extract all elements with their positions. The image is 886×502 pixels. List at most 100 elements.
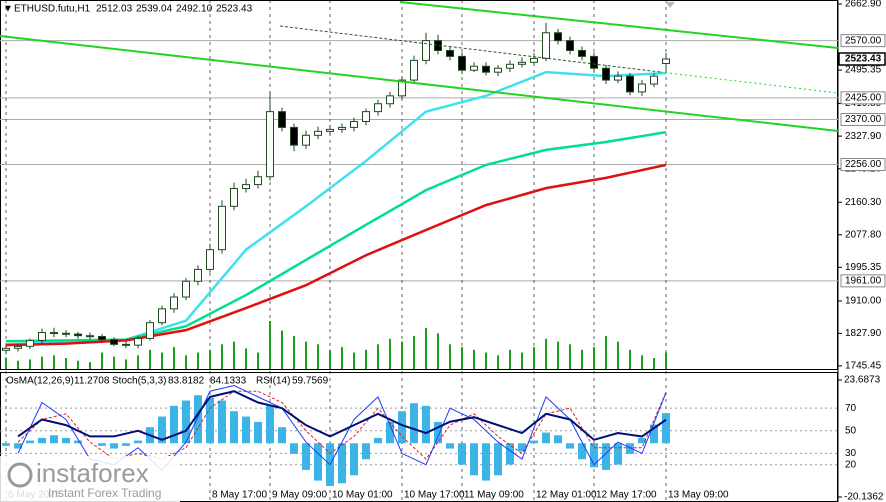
osma-bar <box>398 411 406 444</box>
osma-bar <box>50 435 58 444</box>
symbol: ETHUSD.futu,H1 <box>14 4 91 15</box>
indicator-tick-label: 70 <box>845 403 857 414</box>
candle-body <box>470 65 478 71</box>
candle-body <box>326 128 334 132</box>
osma-bar <box>494 443 502 476</box>
candle-body <box>410 59 418 81</box>
stoch-main-value: 83.8182 <box>168 376 205 387</box>
candle-body <box>542 32 550 59</box>
rsi-value: 59.7569 <box>292 376 329 387</box>
moving-average <box>5 70 667 346</box>
candle-body <box>98 335 106 341</box>
osma-bar <box>458 443 466 465</box>
y-tick-label: 1995.35 <box>845 262 882 273</box>
watermark-brand: instaforex <box>36 458 149 488</box>
low-value: 2492.10 <box>176 4 213 15</box>
osma-bar <box>314 443 322 481</box>
candle-body <box>194 268 202 282</box>
osma-bar <box>254 421 262 444</box>
moving-average <box>5 130 667 343</box>
osma-bar <box>242 416 250 444</box>
rsi-line <box>17 390 667 441</box>
osma-bar <box>134 440 142 444</box>
osma-bar <box>470 443 478 476</box>
x-tick-label: 12 May 17:00 <box>596 490 657 501</box>
x-tick-label: 12 May 01:00 <box>536 490 597 501</box>
watermark-tagline: Instant Forex Trading <box>48 486 161 500</box>
candle-body <box>602 67 610 81</box>
trend-line <box>659 71 839 94</box>
x-tick-label: 10 May 17:00 <box>404 490 465 501</box>
candle-body <box>170 296 178 310</box>
osma-tick-label: -20.1362 <box>844 492 884 502</box>
osma-bar <box>278 427 286 444</box>
stoch-signal-value: 84.1333 <box>210 376 247 387</box>
candle-body <box>110 339 118 345</box>
candle-body <box>626 75 634 93</box>
y-tick-label: 2327.90 <box>845 131 882 142</box>
osma-bar <box>110 443 118 449</box>
y-tick-label: 2160.30 <box>845 197 882 208</box>
x-tick-label: 11 May 09:00 <box>464 490 524 501</box>
level-box <box>840 91 886 105</box>
osma-bar <box>290 443 298 454</box>
level-label: 1961.00 <box>845 275 882 286</box>
osma-bar <box>218 400 226 444</box>
x-tick-label: 13 May 09:00 <box>668 490 729 501</box>
candle-body <box>506 63 514 69</box>
candle-body <box>266 111 274 178</box>
candle-body <box>458 55 466 71</box>
osma-label: OsMA(12,26,9) <box>6 376 74 387</box>
level-label: 2425.00 <box>845 92 882 103</box>
level-label: 2570.00 <box>845 35 882 46</box>
osma-bar <box>386 421 394 444</box>
osma-bar <box>266 405 274 444</box>
osma-bar <box>566 443 574 449</box>
candle-body <box>254 176 262 186</box>
candle-body <box>314 130 322 136</box>
rsi-label: RSI(14) <box>256 376 290 387</box>
candle-body <box>650 75 658 85</box>
osma-bar <box>578 443 586 460</box>
osma-bar <box>518 443 526 452</box>
trend-line <box>279 25 661 73</box>
candle-body <box>2 347 10 351</box>
y-tick-label: 2077.80 <box>845 229 882 240</box>
candle-body <box>530 57 538 63</box>
osma-bar <box>338 443 346 484</box>
candle-body <box>218 205 226 251</box>
indicator-tick-label: 50 <box>845 425 857 436</box>
osma-bar <box>26 440 34 444</box>
osma-bar <box>662 413 670 444</box>
menu-arrow[interactable]: ▼ <box>3 4 13 15</box>
osma-bar <box>554 435 562 444</box>
main-panel <box>0 0 838 370</box>
osma-bar <box>170 405 178 444</box>
candle-body <box>362 111 370 122</box>
osma-bar <box>2 443 10 446</box>
osma-bar <box>206 397 214 444</box>
level-box <box>840 157 886 171</box>
current-price-label: 2523.43 <box>845 54 882 65</box>
level-box <box>840 34 886 48</box>
osma-bar <box>482 443 490 481</box>
candle-body <box>26 339 34 347</box>
y-tick-label: 2495.35 <box>845 65 882 76</box>
candle-body <box>290 126 298 146</box>
level-box <box>840 274 886 288</box>
y-tick-label: 2662.90 <box>845 0 882 10</box>
osma-bar <box>434 421 442 444</box>
candle-body <box>62 332 70 335</box>
candle-body <box>122 343 130 346</box>
candle-body <box>278 111 286 128</box>
level-label: 2370.00 <box>845 114 882 125</box>
indicator-tick-label: 30 <box>845 448 857 459</box>
osma-tick-label: 23.6873 <box>844 375 881 386</box>
osma-bar <box>302 443 310 470</box>
osma-bar <box>590 443 598 468</box>
y-tick-label: 1745.45 <box>845 361 882 372</box>
osma-bar <box>626 443 634 454</box>
indicator-tick-label: 20 <box>845 459 857 470</box>
osma-bar <box>122 443 130 446</box>
x-tick-label: 8 May 17:00 <box>212 490 267 501</box>
